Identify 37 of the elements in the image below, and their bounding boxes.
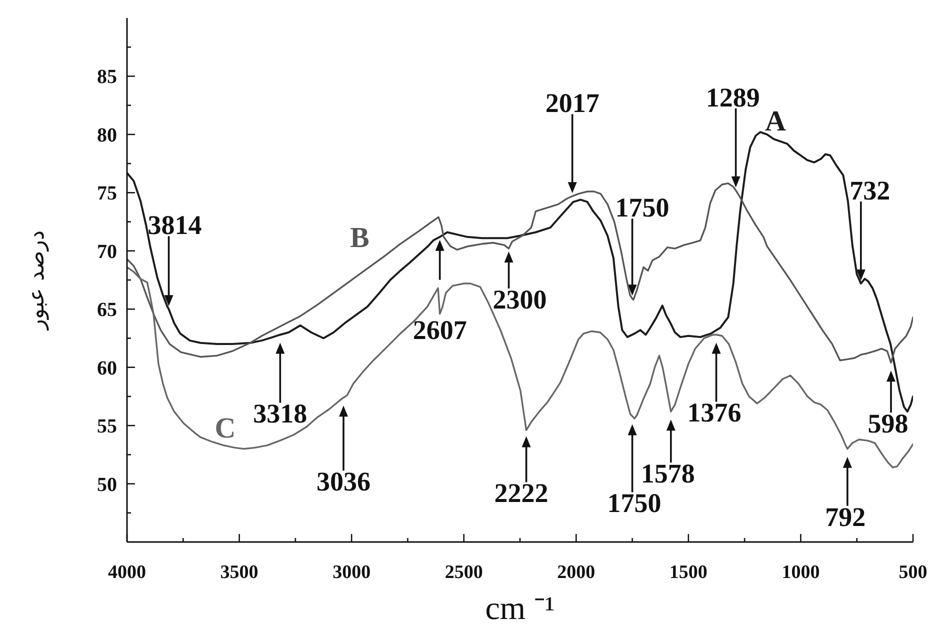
x-tick-label: 1500 bbox=[669, 562, 708, 583]
x-tick-label: 3000 bbox=[332, 562, 371, 583]
series-label: A bbox=[764, 105, 786, 138]
annotation: 598 bbox=[868, 408, 908, 439]
x-tick-label: 3500 bbox=[220, 562, 258, 583]
y-tick-label: 75 bbox=[97, 182, 117, 205]
y-tick-label: 85 bbox=[97, 66, 117, 88]
y-tick-label: 55 bbox=[97, 416, 117, 438]
x-tick-label: 1000 bbox=[782, 562, 820, 583]
annotation: 1289 bbox=[706, 82, 760, 112]
annotation: 1750 bbox=[607, 488, 662, 518]
x-axis-title: cm ⁻¹ bbox=[485, 591, 555, 627]
annotation: 1750 bbox=[615, 192, 670, 223]
series-label: B bbox=[350, 222, 370, 254]
y-tick-label: 65 bbox=[97, 299, 117, 322]
x-tick-label: 2000 bbox=[557, 562, 596, 583]
series-label: C bbox=[214, 412, 236, 444]
y-tick-label: 80 bbox=[97, 124, 117, 146]
annotation: 2607 bbox=[412, 314, 467, 345]
annotation: 792 bbox=[825, 502, 866, 532]
y-tick-label: 60 bbox=[97, 357, 117, 380]
y-tick-label: 50 bbox=[97, 474, 117, 496]
annotation: 2222 bbox=[494, 478, 548, 508]
annotation: 3318 bbox=[253, 398, 308, 429]
annotation: 732 bbox=[850, 175, 890, 206]
x-tick-label: 4000 bbox=[108, 562, 146, 583]
annotation: 3036 bbox=[316, 466, 370, 497]
x-tick-label: 2500 bbox=[444, 562, 483, 583]
annotation: 1578 bbox=[640, 458, 695, 489]
annotation: 2300 bbox=[492, 284, 547, 315]
annotation: 2017 bbox=[545, 88, 600, 118]
y-tick-label: 70 bbox=[97, 240, 117, 263]
annotation: 1376 bbox=[687, 398, 742, 428]
line-series bbox=[127, 182, 913, 364]
annotation: 3814 bbox=[148, 210, 202, 240]
y-axis-title: درصد عبور bbox=[24, 230, 50, 331]
x-tick-label: 500 bbox=[898, 562, 928, 583]
